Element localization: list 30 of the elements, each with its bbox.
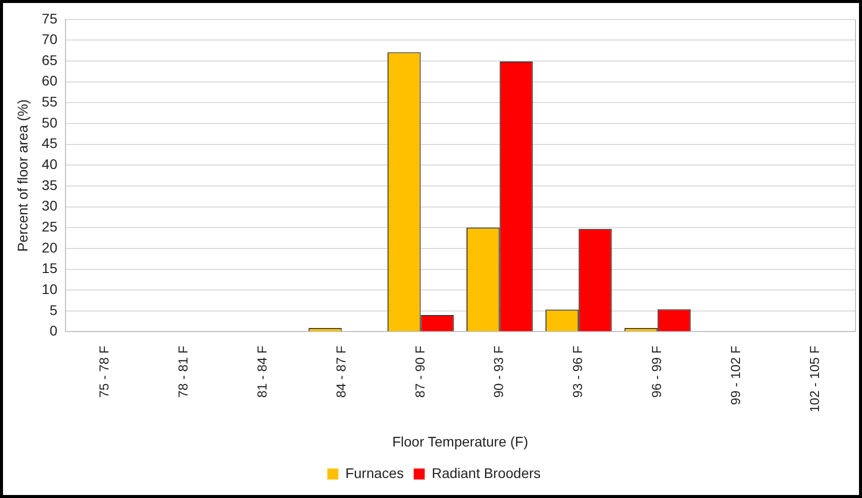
y-tick-label: 35 xyxy=(42,176,58,193)
y-tick-label: 60 xyxy=(42,72,58,89)
y-tick-label: 0 xyxy=(50,322,58,339)
y-tick-label: 10 xyxy=(42,280,58,297)
y-tick-label: 50 xyxy=(42,114,58,130)
y-tick-label: 5 xyxy=(50,302,58,318)
y-tick-label: 55 xyxy=(42,94,58,110)
x-tick-label: 93 - 96 F xyxy=(570,346,586,398)
x-tick-label: 102 - 105 F xyxy=(807,346,822,412)
x-tick-label: 96 - 99 F xyxy=(649,346,664,398)
y-axis-title: Percent of floor area (%) xyxy=(14,99,30,252)
y-tick-label: 20 xyxy=(42,239,58,256)
y-tick-label: 45 xyxy=(42,135,58,152)
x-axis-title: Floor Temperature (F) xyxy=(392,433,528,450)
y-tick-label: 25 xyxy=(42,218,58,234)
legend-label: Furnaces xyxy=(345,464,404,481)
y-tick-label: 40 xyxy=(42,156,58,172)
y-tick-label: 30 xyxy=(42,198,58,214)
x-tick-label: 81 - 84 F xyxy=(254,346,270,398)
x-tick-label: 84 - 87 F xyxy=(333,346,348,398)
y-tick-label: 65 xyxy=(42,52,58,68)
x-tick-label: 99 - 102 F xyxy=(728,346,744,405)
x-tick-label: 87 - 90 F xyxy=(412,346,428,398)
legend-label: Radiant Brooders xyxy=(432,464,541,481)
y-tick-label: 70 xyxy=(42,31,58,48)
x-tick-label: 75 - 78 F xyxy=(96,346,112,398)
y-tick-label: 75 xyxy=(42,10,58,26)
x-tick-label: 90 - 93 F xyxy=(491,346,506,398)
x-tick-label: 78 - 81 F xyxy=(175,346,190,398)
y-tick-label: 15 xyxy=(42,260,58,276)
